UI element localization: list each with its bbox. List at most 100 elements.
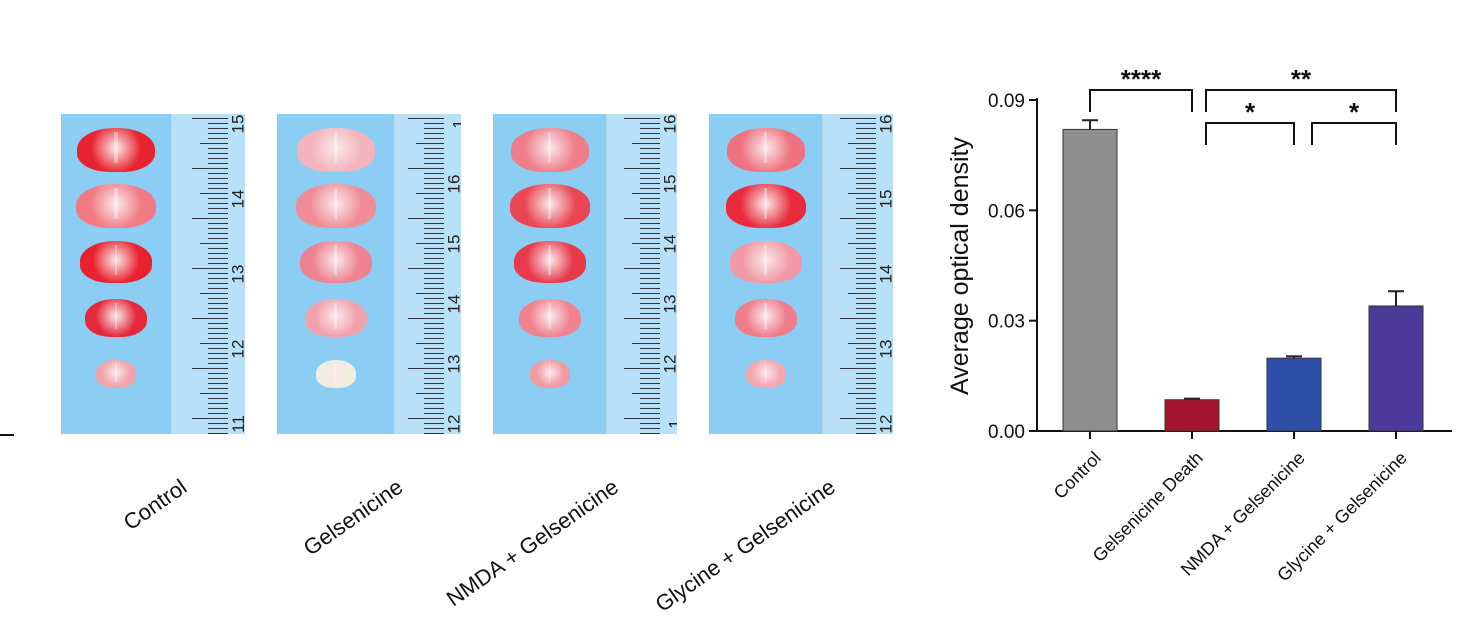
ruler-tick bbox=[640, 328, 660, 329]
ruler-tick bbox=[640, 288, 660, 289]
ruler-tick bbox=[408, 368, 444, 369]
ruler-tick bbox=[208, 183, 228, 184]
brain-slice bbox=[509, 184, 590, 228]
ruler-tick bbox=[840, 168, 876, 169]
ruler-tick bbox=[856, 248, 876, 249]
ruler-tick bbox=[424, 263, 444, 264]
ruler-tick bbox=[624, 218, 660, 219]
brain-slice bbox=[726, 128, 805, 172]
ruler-tick bbox=[632, 343, 660, 344]
ruler-tick bbox=[640, 183, 660, 184]
ruler-tick bbox=[640, 388, 660, 389]
ruler-tick bbox=[424, 133, 444, 134]
ruler-tick bbox=[640, 373, 660, 374]
ruler-tick bbox=[640, 248, 660, 249]
ruler-tick bbox=[424, 353, 444, 354]
ruler-tick bbox=[424, 433, 444, 434]
ruler-tick bbox=[200, 243, 228, 244]
ruler-tick bbox=[416, 293, 444, 294]
ruler-tick bbox=[416, 193, 444, 194]
ruler-tick bbox=[640, 283, 660, 284]
ruler-tick bbox=[856, 213, 876, 214]
ruler-tick bbox=[208, 388, 228, 389]
ruler-tick bbox=[192, 218, 228, 219]
ruler-tick bbox=[640, 128, 660, 129]
ruler-tick bbox=[840, 368, 876, 369]
ruler-tick bbox=[208, 323, 228, 324]
ruler-tick bbox=[856, 328, 876, 329]
ruler-tick bbox=[640, 138, 660, 139]
ruler-tick bbox=[640, 158, 660, 159]
ruler-tick bbox=[856, 298, 876, 299]
ruler-tick bbox=[208, 138, 228, 139]
ruler-tick bbox=[840, 118, 876, 119]
ruler-tick bbox=[416, 243, 444, 244]
ruler-tick bbox=[424, 253, 444, 254]
ruler-tick bbox=[424, 128, 444, 129]
ruler-tick bbox=[424, 158, 444, 159]
ruler-tick bbox=[208, 433, 228, 434]
ruler-tick bbox=[208, 338, 228, 339]
ruler-tick bbox=[856, 398, 876, 399]
ruler-tick bbox=[424, 153, 444, 154]
ruler-tick bbox=[200, 343, 228, 344]
ruler-tick bbox=[856, 403, 876, 404]
ruler-tick bbox=[424, 358, 444, 359]
ruler-tick bbox=[424, 248, 444, 249]
brain-slice bbox=[729, 241, 802, 283]
ruler-tick bbox=[624, 168, 660, 169]
ruler-tick bbox=[424, 338, 444, 339]
ruler-tick bbox=[192, 168, 228, 169]
ruler-tick bbox=[208, 258, 228, 259]
ruler-tick bbox=[424, 208, 444, 209]
brain-slice bbox=[299, 241, 372, 283]
ruler-tick bbox=[208, 208, 228, 209]
ruler-tick bbox=[200, 193, 228, 194]
ruler-tick bbox=[640, 188, 660, 189]
ruler-tick bbox=[640, 148, 660, 149]
ruler-tick bbox=[416, 343, 444, 344]
ruler-tick bbox=[856, 313, 876, 314]
ruler-tick bbox=[640, 278, 660, 279]
ruler-tick bbox=[424, 203, 444, 204]
ruler-tick bbox=[624, 418, 660, 419]
ruler-tick bbox=[208, 178, 228, 179]
ruler-tick bbox=[640, 163, 660, 164]
brain-slice bbox=[518, 299, 581, 337]
ruler-tick bbox=[856, 388, 876, 389]
ruler: 16 15 14 13 12 bbox=[822, 114, 893, 434]
bar bbox=[1266, 357, 1322, 432]
slice-photo-panel: 11615141312 bbox=[277, 114, 461, 434]
brain-slice bbox=[513, 241, 586, 283]
significance-label: **** bbox=[1121, 64, 1162, 94]
ruler-tick bbox=[424, 313, 444, 314]
slice-photo-panel: 16151413121 bbox=[493, 114, 677, 434]
ruler-tick bbox=[856, 223, 876, 224]
ruler-tick bbox=[624, 118, 660, 119]
ruler-tick bbox=[640, 208, 660, 209]
ruler-tick bbox=[208, 228, 228, 229]
ruler-tick bbox=[424, 388, 444, 389]
ruler-tick bbox=[640, 383, 660, 384]
ruler-tick bbox=[848, 393, 876, 394]
ruler-tick bbox=[424, 183, 444, 184]
brain-slice bbox=[725, 184, 806, 228]
ruler-tick bbox=[856, 233, 876, 234]
ruler-tick bbox=[424, 363, 444, 364]
ruler-tick bbox=[840, 318, 876, 319]
ruler-tick bbox=[632, 393, 660, 394]
significance-bracket bbox=[1311, 122, 1397, 145]
ruler-tick bbox=[208, 378, 228, 379]
ruler-tick bbox=[424, 373, 444, 374]
ruler-tick bbox=[424, 283, 444, 284]
ruler-tick bbox=[208, 263, 228, 264]
ruler-tick bbox=[424, 308, 444, 309]
ruler-tick bbox=[840, 418, 876, 419]
ruler-tick bbox=[640, 133, 660, 134]
brain-slice bbox=[304, 299, 367, 337]
ruler-tick bbox=[200, 293, 228, 294]
ruler-tick bbox=[640, 378, 660, 379]
ruler-tick bbox=[856, 373, 876, 374]
ruler-tick bbox=[640, 263, 660, 264]
brain-slice bbox=[76, 184, 156, 228]
